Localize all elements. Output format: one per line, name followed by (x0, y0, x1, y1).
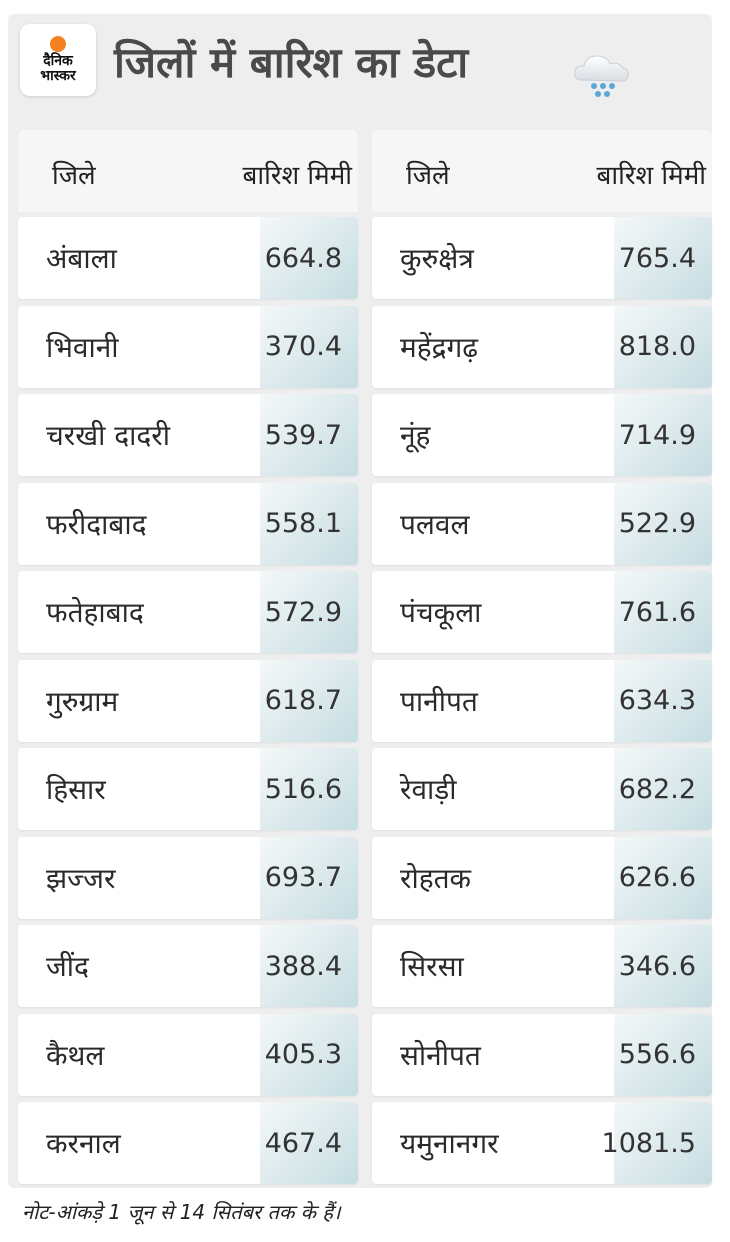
rainfall-value: 682.2 (614, 748, 712, 830)
table-header: जिले बारिश मिमी (18, 130, 358, 212)
table-row: पंचकूला 761.6 (372, 571, 712, 653)
logo-text-line1: दैनिक (43, 53, 73, 69)
district-name: झज्जर (46, 861, 116, 895)
table-row: रोहतक 626.6 (372, 836, 712, 919)
rainfall-value: 818.0 (614, 305, 712, 388)
table-row: पानीपत 634.3 (372, 659, 712, 742)
rainfall-value: 664.8 (260, 217, 358, 299)
rainfall-value: 634.3 (614, 659, 712, 742)
district-name: रोहतक (400, 861, 472, 895)
district-name: फतेहाबाद (46, 596, 144, 629)
table-header: जिले बारिश मिमी (372, 130, 712, 212)
rainfall-value: 388.4 (260, 925, 358, 1007)
district-name: फरीदाबाद (46, 507, 147, 541)
rainfall-value: 346.6 (614, 925, 712, 1007)
district-name: कैथल (46, 1038, 105, 1072)
table-row: अंबाला 664.8 (18, 217, 358, 299)
district-name: गुरुग्राम (46, 684, 119, 718)
district-name: पलवल (400, 507, 470, 541)
district-name: नूंह (400, 419, 431, 452)
table-row: रेवाड़ी 682.2 (372, 748, 712, 830)
district-name: करनाल (46, 1127, 121, 1160)
dainik-bhaskar-logo: दैनिक भास्कर (20, 24, 96, 96)
district-name: हिसार (46, 773, 106, 806)
table-row: भिवानी 370.4 (18, 305, 358, 388)
rainfall-value: 558.1 (260, 482, 358, 565)
table-row: करनाल 467.4 (18, 1102, 358, 1184)
logo-text-line2: भास्कर (40, 68, 76, 84)
rainfall-value: 516.6 (260, 748, 358, 830)
table-row: सिरसा 346.6 (372, 925, 712, 1007)
rainfall-table-right: जिले बारिश मिमी कुरुक्षेत्र 765.4 महेंद्र… (372, 130, 712, 1184)
page-title: जिलों में बारिश का डेटा (114, 38, 469, 87)
district-name: कुरुक्षेत्र (400, 242, 474, 275)
table-row: फरीदाबाद 558.1 (18, 482, 358, 565)
rainfall-value: 626.6 (614, 836, 712, 919)
rainfall-header: बारिश मिमी (596, 161, 706, 191)
rainfall-value: 1081.5 (602, 1102, 712, 1184)
rainfall-value: 370.4 (260, 305, 358, 388)
district-name: भिवानी (46, 330, 119, 364)
rainfall-value: 693.7 (260, 836, 358, 919)
district-name: सोनीपत (400, 1038, 481, 1072)
sun-icon (50, 36, 66, 52)
footnote: नोट-आंकड़े 1 जून से 14 सितंबर तक के हैं। (22, 1200, 341, 1224)
table-row: सोनीपत 556.6 (372, 1013, 712, 1096)
table-row: फतेहाबाद 572.9 (18, 571, 358, 653)
table-row: झज्जर 693.7 (18, 836, 358, 919)
table-rows: कुरुक्षेत्र 765.4 महेंद्रगढ़ 818.0 नूंह 714… (372, 217, 712, 1184)
rainfall-value: 556.6 (614, 1013, 712, 1096)
table-row: यमुनानगर 1081.5 (372, 1102, 712, 1184)
rainfall-header: बारिश मिमी (242, 161, 352, 191)
district-header: जिले (406, 161, 450, 191)
district-name: यमुनानगर (400, 1127, 499, 1160)
rainfall-value: 467.4 (260, 1102, 358, 1184)
table-rows: अंबाला 664.8 भिवानी 370.4 चरखी दादरी 539.7 … (18, 217, 358, 1184)
rainfall-table-left: जिले बारिश मिमी अंबाला 664.8 भिवानी 370.4 … (18, 130, 358, 1184)
district-name: सिरसा (400, 950, 464, 983)
table-row: गुरुग्राम 618.7 (18, 659, 358, 742)
table-row: कुरुक्षेत्र 765.4 (372, 217, 712, 299)
rainfall-value: 522.9 (614, 482, 712, 565)
district-header: जिले (52, 161, 96, 191)
table-row: जींद 388.4 (18, 925, 358, 1007)
district-name: अंबाला (46, 242, 117, 275)
rainfall-value: 539.7 (260, 394, 358, 476)
district-name: पानीपत (400, 684, 478, 718)
district-name: पंचकूला (400, 596, 482, 629)
rainfall-value: 618.7 (260, 659, 358, 742)
table-row: चरखी दादरी 539.7 (18, 394, 358, 476)
rainfall-value: 405.3 (260, 1013, 358, 1096)
rainfall-value: 765.4 (614, 217, 712, 299)
rainfall-value: 572.9 (260, 571, 358, 653)
district-name: जींद (46, 950, 89, 983)
rainfall-value: 761.6 (614, 571, 712, 653)
district-name: महेंद्रगढ़ (400, 330, 479, 364)
table-row: पलवल 522.9 (372, 482, 712, 565)
table-row: हिसार 516.6 (18, 748, 358, 830)
rain-cloud-icon (574, 55, 629, 97)
table-row: कैथल 405.3 (18, 1013, 358, 1096)
district-name: चरखी दादरी (46, 419, 170, 452)
rainfall-value: 714.9 (614, 394, 712, 476)
table-row: नूंह 714.9 (372, 394, 712, 476)
table-row: महेंद्रगढ़ 818.0 (372, 305, 712, 388)
district-name: रेवाड़ी (400, 773, 457, 806)
